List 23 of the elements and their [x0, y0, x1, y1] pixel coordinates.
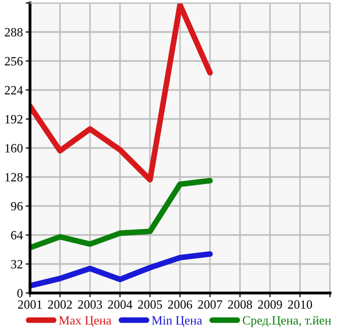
y-tick-label: 160 [5, 144, 23, 152]
legend-label: Max Цена [59, 316, 112, 328]
x-tick-label: 2007 [198, 300, 222, 309]
y-tick-label: 288 [4, 28, 23, 36]
x-tick-label: 2010 [288, 300, 312, 309]
x-tick-label: 2003 [78, 300, 102, 309]
y-tick-label: 32 [11, 260, 22, 268]
y-tick-label: 64 [11, 231, 23, 240]
x-tick-label: 2002 [48, 300, 72, 309]
x-tick-label: 2001 [18, 300, 42, 309]
legend-label: Min Цена [152, 316, 202, 328]
legend-label: Сред.Цена, т.йен [242, 316, 332, 328]
x-tick-label: 2005 [138, 300, 162, 309]
y-tick-label: 128 [5, 173, 23, 182]
y-tick-label: 0 [17, 289, 23, 298]
x-tick-label: 2008 [228, 300, 252, 309]
y-tick-label: 96 [10, 202, 23, 210]
y-tick-label: 256 [4, 57, 23, 66]
x-tick-label: 2004 [108, 300, 132, 309]
y-tick-label: 192 [5, 115, 22, 124]
x-tick-label: 2006 [168, 300, 192, 309]
y-tick-label: 224 [4, 86, 23, 94]
x-tick-label: 2009 [258, 300, 282, 309]
